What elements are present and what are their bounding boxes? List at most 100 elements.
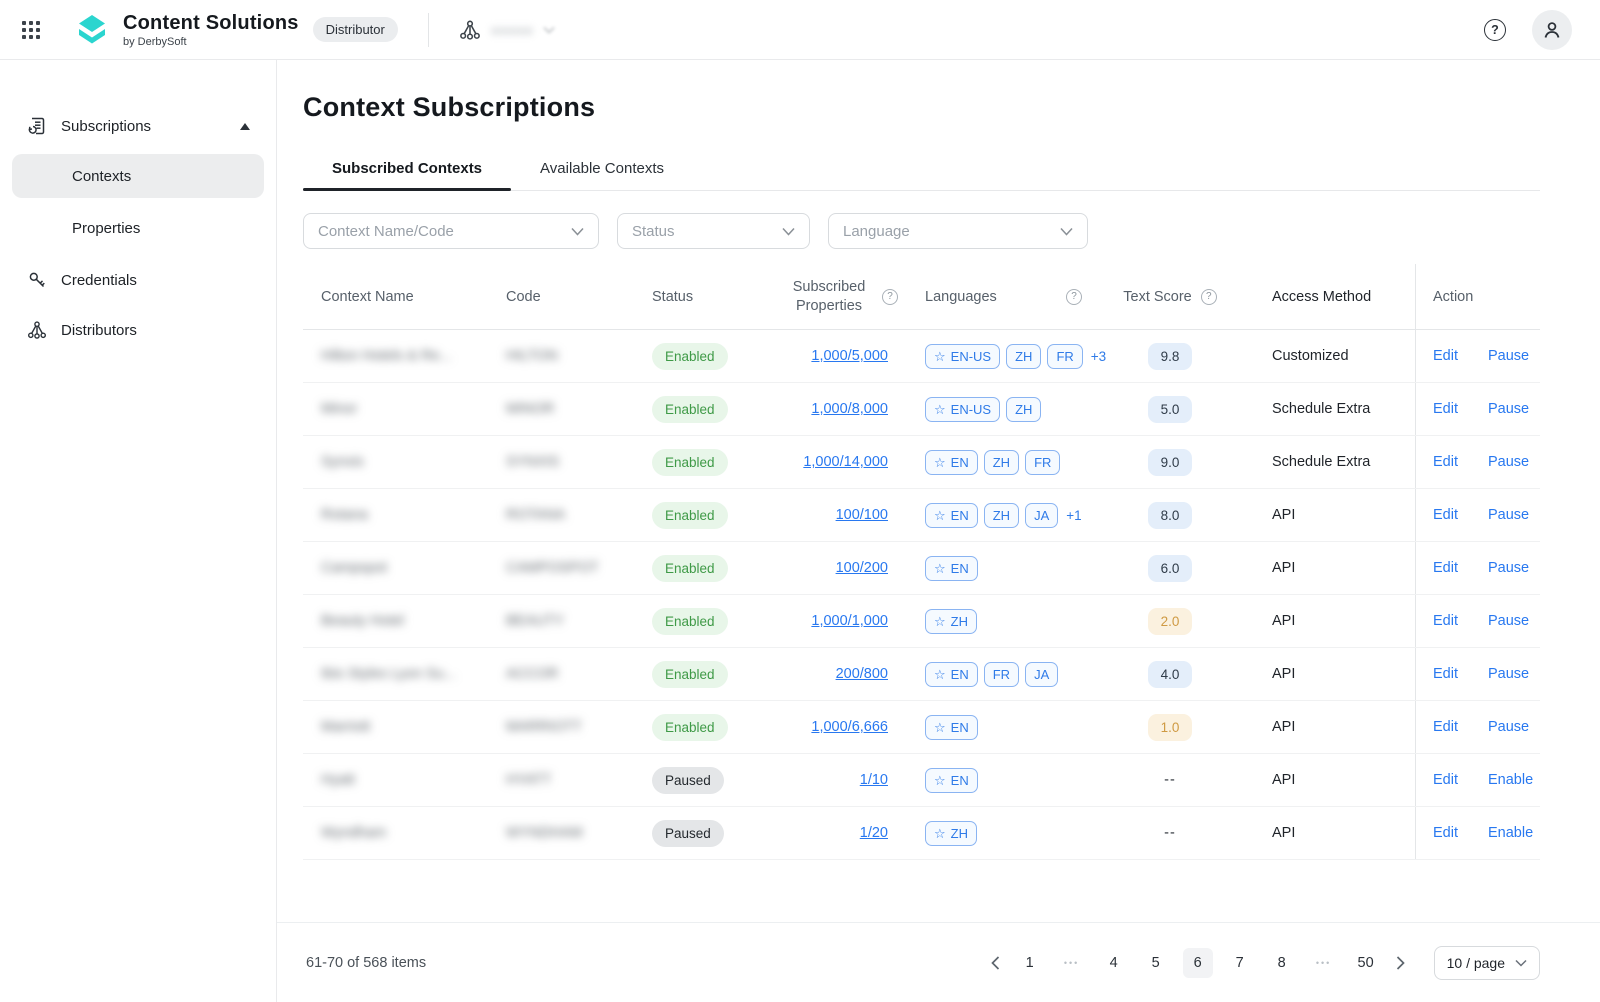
page-button-50[interactable]: 50 bbox=[1357, 954, 1374, 971]
language-chip[interactable]: ZH bbox=[1006, 343, 1042, 369]
language-chip[interactable]: ☆ ZH bbox=[925, 608, 977, 634]
action-edit-link[interactable]: Edit bbox=[1433, 401, 1458, 417]
sidebar-item-subscriptions[interactable]: Subscriptions bbox=[0, 104, 276, 148]
language-chip[interactable]: ☆ EN bbox=[925, 714, 978, 740]
action-edit-link[interactable]: Edit bbox=[1433, 507, 1458, 523]
help-icon[interactable]: ? bbox=[1066, 288, 1082, 305]
page-button-7[interactable]: 7 bbox=[1235, 954, 1244, 971]
action-edit-link[interactable]: Edit bbox=[1433, 825, 1458, 841]
sidebar-item-contexts[interactable]: Contexts bbox=[12, 154, 264, 198]
language-chip[interactable]: ☆ ZH bbox=[925, 820, 977, 846]
languages-cell: ☆ ZH bbox=[920, 807, 1110, 859]
language-chip[interactable]: ☆ EN-US bbox=[925, 396, 1001, 422]
avatar[interactable] bbox=[1532, 9, 1572, 50]
action-edit-link[interactable]: Edit bbox=[1433, 560, 1458, 576]
action-edit-link[interactable]: Edit bbox=[1433, 772, 1458, 788]
action-enable-link[interactable]: Enable bbox=[1488, 772, 1534, 788]
app-title: Content Solutions bbox=[123, 11, 299, 34]
page-size-select[interactable]: 10 / page bbox=[1433, 945, 1540, 980]
language-chip[interactable]: ☆ EN-US bbox=[925, 343, 1001, 369]
language-filter[interactable]: Language bbox=[828, 213, 1088, 249]
language-chip[interactable]: ZH bbox=[1006, 396, 1042, 422]
table-row: Marriott MARRIOTT Enabled 1,000/6,666 ☆ E… bbox=[303, 701, 1540, 754]
subscribed-properties-link[interactable]: 1,000/14,000 bbox=[803, 454, 888, 470]
action-edit-link[interactable]: Edit bbox=[1433, 613, 1458, 629]
language-chip[interactable]: FR bbox=[1047, 343, 1083, 369]
more-languages[interactable]: +3 bbox=[1090, 348, 1107, 364]
account-switcher[interactable]: ●●●●● bbox=[459, 19, 555, 41]
subscribed-properties-link[interactable]: 1/10 bbox=[859, 772, 888, 788]
main-content: Context Subscriptions Subscribed Context… bbox=[277, 60, 1600, 1002]
text-score-badge: 9.0 bbox=[1148, 448, 1192, 476]
subscribed-properties-link[interactable]: 200/800 bbox=[835, 666, 888, 682]
subscribed-properties-link[interactable]: 1,000/6,666 bbox=[811, 719, 888, 735]
app-grid-icon[interactable] bbox=[16, 15, 46, 45]
language-chip[interactable]: ☆ EN bbox=[925, 502, 978, 528]
action-pause-link[interactable]: Pause bbox=[1488, 507, 1530, 523]
language-chip[interactable]: ☆ EN bbox=[925, 555, 978, 581]
text-score-badge: 2.0 bbox=[1148, 607, 1192, 635]
action-pause-link[interactable]: Pause bbox=[1488, 719, 1530, 735]
action-pause-link[interactable]: Pause bbox=[1488, 454, 1530, 470]
table-row: Synxis SYNXIS Enabled 1,000/14,000 ☆ EN ZH… bbox=[303, 436, 1540, 489]
status-badge: Enabled bbox=[652, 713, 728, 741]
page-button-4[interactable]: 4 bbox=[1109, 954, 1118, 971]
subscribed-properties-link[interactable]: 1,000/5,000 bbox=[811, 348, 888, 364]
language-chip[interactable]: ZH bbox=[983, 502, 1020, 528]
sidebar-item-distributors[interactable]: Distributors bbox=[0, 308, 276, 352]
language-chip[interactable]: ☆ EN bbox=[925, 767, 978, 793]
action-edit-link[interactable]: Edit bbox=[1433, 348, 1458, 364]
status-filter[interactable]: Status bbox=[617, 213, 810, 249]
tab-subscribed-contexts[interactable]: Subscribed Contexts bbox=[303, 147, 512, 191]
page-button-8[interactable]: 8 bbox=[1277, 954, 1286, 971]
prev-page-button[interactable] bbox=[988, 955, 1003, 970]
language-chip[interactable]: ☆ EN bbox=[925, 661, 978, 687]
table-row: Rotana ROTANA Enabled 100/100 ☆ EN ZH JA +1 … bbox=[303, 489, 1540, 542]
languages-cell: ☆ EN FR JA bbox=[920, 648, 1110, 700]
more-languages[interactable]: +1 bbox=[1066, 507, 1082, 523]
help-icon[interactable]: ? bbox=[882, 288, 898, 305]
subscribed-properties-link[interactable]: 100/200 bbox=[835, 560, 888, 576]
sidebar-item-credentials[interactable]: Credentials bbox=[0, 258, 276, 302]
help-icon[interactable]: ? bbox=[1484, 18, 1506, 41]
table-row: Beauty Hotel BEAUTY Enabled 1,000/1,000 … bbox=[303, 595, 1540, 648]
action-pause-link[interactable]: Pause bbox=[1488, 560, 1530, 576]
page-button-5[interactable]: 5 bbox=[1151, 954, 1160, 971]
subscribed-properties-link[interactable]: 1/20 bbox=[859, 825, 888, 841]
language-chip[interactable]: ☆ EN bbox=[925, 449, 978, 475]
page-button-1[interactable]: 1 bbox=[1025, 954, 1034, 971]
star-icon: ☆ bbox=[934, 560, 946, 576]
help-icon[interactable]: ? bbox=[1200, 288, 1217, 305]
caret-up-icon[interactable] bbox=[240, 122, 250, 130]
language-chip[interactable]: FR bbox=[983, 661, 1020, 687]
subscribed-properties-link[interactable]: 1,000/1,000 bbox=[811, 613, 888, 629]
tab-available-contexts[interactable]: Available Contexts bbox=[511, 147, 693, 190]
action-pause-link[interactable]: Pause bbox=[1488, 666, 1530, 682]
col-label: Languages bbox=[925, 288, 997, 305]
language-chip[interactable]: FR bbox=[1025, 449, 1061, 475]
col-subscribed-properties: Subscribed Properties ? bbox=[780, 264, 920, 329]
context-name-filter[interactable]: Context Name/Code bbox=[303, 213, 599, 249]
context-name: Marriott bbox=[321, 719, 371, 735]
language-chip[interactable]: JA bbox=[1025, 502, 1059, 528]
action-pause-link[interactable]: Pause bbox=[1488, 401, 1530, 417]
action-cell: Edit Pause bbox=[1415, 595, 1540, 647]
page-button-6[interactable]: 6 bbox=[1182, 947, 1213, 978]
language-chip[interactable]: ZH bbox=[983, 449, 1020, 475]
action-enable-link[interactable]: Enable bbox=[1488, 825, 1534, 841]
language-chip[interactable]: JA bbox=[1025, 661, 1059, 687]
action-pause-link[interactable]: Pause bbox=[1488, 348, 1530, 364]
table-row: Wyndham WYNDHAM Paused 1/20 ☆ ZH -- API E… bbox=[303, 807, 1540, 860]
action-edit-link[interactable]: Edit bbox=[1433, 666, 1458, 682]
pagination-ellipsis: ••• bbox=[1063, 957, 1080, 968]
action-edit-link[interactable]: Edit bbox=[1433, 454, 1458, 470]
subscribed-properties-link[interactable]: 100/100 bbox=[835, 507, 888, 523]
next-page-button[interactable] bbox=[1393, 955, 1408, 970]
col-action: Action bbox=[1415, 264, 1540, 329]
subscribed-properties-link[interactable]: 1,000/8,000 bbox=[811, 401, 888, 417]
star-icon: ☆ bbox=[934, 825, 946, 841]
sidebar-item-properties[interactable]: Properties bbox=[12, 206, 264, 250]
action-pause-link[interactable]: Pause bbox=[1488, 613, 1530, 629]
org-chart-icon bbox=[459, 19, 481, 41]
action-edit-link[interactable]: Edit bbox=[1433, 719, 1458, 735]
